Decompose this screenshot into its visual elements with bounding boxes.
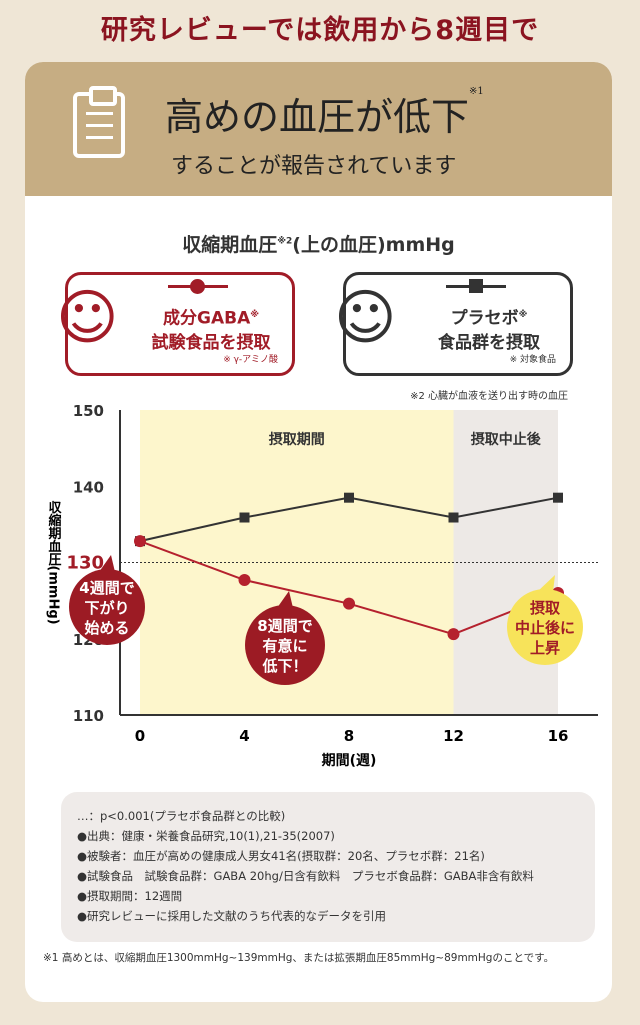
legend-placebo: ☺ プラセボ※ 食品群を摂取 ※ 対象食品 <box>334 272 573 376</box>
square-marker-icon <box>446 279 506 293</box>
data-point <box>134 535 146 548</box>
callout-text: 下がり <box>84 599 129 617</box>
clipboard-icon <box>73 86 125 158</box>
line-chart: 摂取期間摂取中止後1101201301401500481216期間(週)収縮期血… <box>46 402 598 769</box>
data-point <box>239 512 250 523</box>
callout-text: 上昇 <box>530 639 560 657</box>
legend-gaba: ☺ 成分GABA※ 試験食品を摂取 ※ γ-アミノ酸 <box>56 272 295 376</box>
y-tick-label: 150 <box>73 402 104 420</box>
callout-text: 低下！ <box>261 657 307 675</box>
info-card: 高めの血圧が低下※1 することが報告されています 収縮期血圧※2(上の血圧)mm… <box>25 62 612 1002</box>
man-face-icon: ☺ <box>56 283 119 353</box>
callout-pointer <box>277 591 293 608</box>
headline: 研究レビューでは飲用から8週目で <box>100 15 540 46</box>
region-label: 摂取中止後 <box>471 431 542 448</box>
data-point <box>343 597 355 610</box>
title-band: 高めの血圧が低下※1 することが報告されています <box>25 62 612 196</box>
x-tick-label: 16 <box>548 727 569 745</box>
callout-text: 4週間で <box>79 579 134 597</box>
man-face-icon: ☺ <box>334 283 397 353</box>
note-line: ●出典：健康・栄養食品研究,10(1),21-35(2007) <box>77 829 335 843</box>
callout-bubble <box>69 569 145 645</box>
data-point <box>238 574 251 587</box>
note-line: ●試験食品 試験食品群：GABA 20hg/日含有飲料 プラセボ食品群：GABA… <box>77 869 534 883</box>
region-label: 摂取期間 <box>269 431 325 448</box>
subtitle: することが報告されています <box>171 154 457 179</box>
y-axis-label: 収縮期血圧(mmHg) <box>46 500 62 624</box>
study-notes: …：p<0.001(プラセボ食品群との比較) ●出典：健康・栄養食品研究,10(1… <box>61 792 595 942</box>
data-point <box>448 512 459 523</box>
chart-title: 収縮期血圧※2(上の血圧)mmHg <box>182 234 455 256</box>
x-tick-label: 4 <box>239 727 249 745</box>
note-line: …：p<0.001(プラセボ食品群との比較) <box>77 809 286 823</box>
y-tick-label: 110 <box>73 707 104 725</box>
note-line: ●研究レビューに採用した文献のうち代表的なデータを引用 <box>77 909 387 923</box>
callout-text: 8週間で <box>257 617 312 635</box>
data-point <box>553 492 563 503</box>
callout-bubble <box>245 605 325 685</box>
note-line: ●被験者：血圧が高めの健康成人男女41名(摂取群：20名、プラセボ群：21名) <box>77 849 485 863</box>
data-point <box>344 492 354 503</box>
callout-text: 始める <box>84 619 129 637</box>
x-tick-label: 0 <box>135 727 145 745</box>
main-title: 高めの血圧が低下※1 <box>165 86 484 139</box>
callout-text: 中止後に <box>515 619 575 637</box>
callout-text: 有意に <box>262 637 307 655</box>
footnote-1: ※1 高めとは、収縮期血圧1300mmHg~139mmHg、または拡張期血圧85… <box>43 952 555 964</box>
circle-marker-icon <box>168 279 228 294</box>
note-line: ●摂取期間：12週間 <box>77 889 183 903</box>
callout-text: 摂取 <box>530 599 561 617</box>
y-tick-label: 130 <box>66 553 104 574</box>
callout-pointer <box>537 575 555 592</box>
x-axis-label: 期間(週) <box>322 753 377 769</box>
y-tick-label: 140 <box>73 478 104 496</box>
x-tick-label: 12 <box>443 727 464 745</box>
footnote-2: ※2 心臓が血液を送り出す時の血圧 <box>410 391 568 402</box>
data-point <box>447 628 460 641</box>
callout-pointer <box>99 555 115 572</box>
x-tick-label: 8 <box>344 727 354 745</box>
callout-bubble <box>507 589 583 665</box>
